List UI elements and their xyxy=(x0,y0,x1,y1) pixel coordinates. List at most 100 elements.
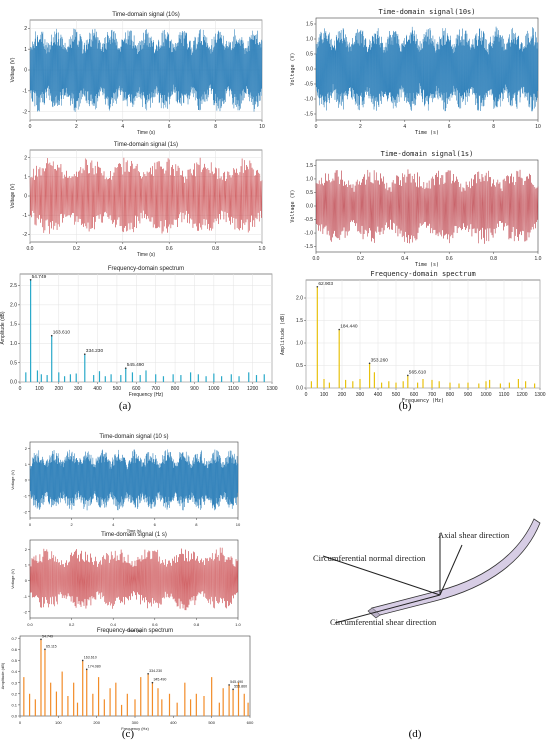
peak-label: 334.230 xyxy=(86,348,104,354)
spectrum-bar xyxy=(218,702,220,716)
y-tick-label: 1.5 xyxy=(306,22,313,28)
chart-a2: Time-domain signal (1s) 0.0 0.2 0.4 0.6 0.8 1.… xyxy=(10,142,266,258)
x-tick-label: 0.4 xyxy=(401,256,408,262)
x-tick-label: 6 xyxy=(154,522,157,527)
spectrum-bar xyxy=(110,374,112,382)
panel-c: Time-domain signal (10 s) 0 2 4 6 8 10 -2 -1 0 1 2 T… xyxy=(0,428,275,731)
y-tick-label: 1.0 xyxy=(296,341,303,347)
x-tick-label: 0 xyxy=(305,392,308,398)
y-tick-label: 2 xyxy=(25,446,28,451)
y-axis-label: Voltage (V) xyxy=(290,189,296,222)
spectrum-bar xyxy=(76,702,79,716)
y-tick-label: 0.0 xyxy=(10,380,17,386)
x-tick-label: 800 xyxy=(446,392,455,398)
x-tick-label: 10 xyxy=(535,124,541,130)
y-tick-label: 0.3 xyxy=(11,680,17,685)
peak-label: 184.440 xyxy=(340,324,358,330)
spectrum-bar xyxy=(172,374,174,382)
spectrum-bar xyxy=(381,382,383,388)
peak-label: 163.610 xyxy=(84,655,97,659)
y-tick-label: 0 xyxy=(25,578,28,583)
chart-a3: Frequency-domain spectrum 0 100 200 300 400 50… xyxy=(0,266,278,398)
y-tick-label: 0.0 xyxy=(296,386,303,392)
peak-label: 345.490 xyxy=(153,678,166,682)
x-tick-label: 6 xyxy=(448,124,451,130)
spectrum-peak xyxy=(86,669,88,716)
spectrum-bar xyxy=(213,373,215,382)
chart-c1: Time-domain signal (10 s) 0 2 4 6 8 10 -2 -1 0 1 2 T… xyxy=(10,434,241,533)
spectrum-bar xyxy=(243,693,245,716)
spectrum-bar xyxy=(189,699,192,716)
chart-c2: Time-domain signal (1 s) 0.0 0.2 0.4 0.6 0.8 1… xyxy=(10,532,242,633)
spectrum-peak xyxy=(40,639,42,716)
signal-line xyxy=(29,449,239,511)
y-tick-label: 0.6 xyxy=(11,647,17,652)
x-tick-label: 0 xyxy=(19,386,22,392)
spectrum-bar xyxy=(431,379,433,388)
spectrum-bar xyxy=(221,376,223,382)
spectrum-bar xyxy=(517,379,519,388)
x-tick-label: 0.2 xyxy=(357,256,364,262)
x-tick-label: 400 xyxy=(374,392,383,398)
x-tick-label: 600 xyxy=(247,720,254,725)
x-tick-label: 100 xyxy=(35,386,44,392)
x-tick-label: 0.6 xyxy=(152,622,158,627)
y-axis-label: Voltage (V) xyxy=(10,183,16,208)
x-tick-label: 500 xyxy=(208,720,215,725)
spectrum-bar xyxy=(388,381,390,388)
spectrum-peak xyxy=(232,689,234,716)
peak-marker xyxy=(40,638,42,641)
spectrum-peak xyxy=(82,660,84,716)
x-tick-label: 500 xyxy=(113,386,122,392)
circumferential-normal-label: Circumferential normal direction xyxy=(313,553,426,563)
spectrum-bar xyxy=(508,382,510,388)
peak-label: 174.080 xyxy=(88,664,101,668)
y-tick-label: 1.0 xyxy=(306,177,313,183)
signal-line xyxy=(29,547,239,611)
y-tick-label: 2 xyxy=(24,26,27,32)
spectrum-bar xyxy=(485,381,487,388)
x-tick-label: 300 xyxy=(356,392,365,398)
x-tick-label: 6 xyxy=(168,124,171,130)
chart-title: Time-domain signal(1s) xyxy=(381,150,474,158)
y-tick-label: -2 xyxy=(23,609,27,614)
spectrum-peak xyxy=(30,279,32,382)
spectrum-bar xyxy=(134,699,136,716)
x-tick-label: 0 xyxy=(29,124,32,130)
plot-area xyxy=(19,273,273,383)
signal-line xyxy=(315,26,539,112)
spectrum-bar xyxy=(248,372,250,382)
peak-marker xyxy=(228,684,230,686)
spectrum-bar xyxy=(63,376,66,382)
spectrum-bar xyxy=(73,682,75,716)
y-tick-label: 0 xyxy=(24,194,27,200)
y-tick-label: 0.7 xyxy=(11,636,17,641)
chart-title: Frequency-domain spectrum xyxy=(370,270,475,278)
spectrum-bar xyxy=(247,702,249,716)
y-tick-label: 0.5 xyxy=(296,363,303,369)
y-tick-label: -0.5 xyxy=(304,217,313,223)
x-tick-label: 8 xyxy=(214,124,217,130)
spectrum-bar xyxy=(140,677,142,716)
peak-label: 565.610 xyxy=(409,369,427,375)
spectrum-bar xyxy=(373,372,375,388)
spectrum-bar xyxy=(263,374,265,382)
x-tick-label: 0.8 xyxy=(490,256,497,262)
x-tick-label: 2 xyxy=(75,124,78,130)
peak-label: 545.490 xyxy=(230,680,243,684)
spectrum-bar xyxy=(161,699,163,716)
spectrum-bar xyxy=(478,383,480,388)
y-tick-label: 2 xyxy=(24,155,27,161)
y-tick-label: 0.5 xyxy=(306,190,313,196)
spectrum-bar xyxy=(203,696,205,716)
spectrum-peak xyxy=(368,363,371,388)
spectrum-bar xyxy=(237,682,240,716)
x-tick-label: 1000 xyxy=(480,392,491,398)
chart-title: Time-domain signal (10s) xyxy=(112,12,179,18)
signal-line xyxy=(315,169,539,244)
y-tick-label: -1 xyxy=(23,493,27,498)
plot-area xyxy=(29,539,239,619)
peak-marker xyxy=(338,328,340,331)
x-tick-label: 0.4 xyxy=(110,622,116,627)
peak-marker xyxy=(407,374,409,377)
